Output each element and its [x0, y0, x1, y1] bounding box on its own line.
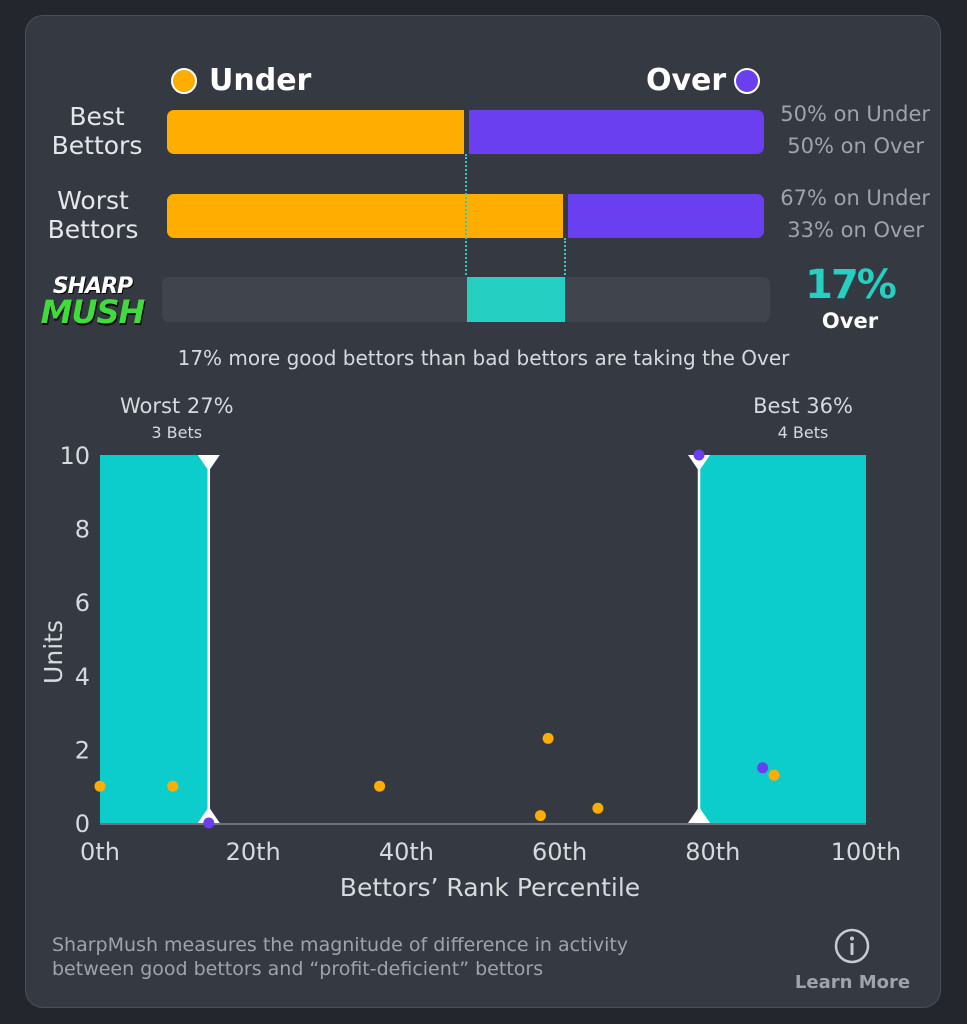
over-point: [757, 762, 769, 774]
y-tick-label: 4: [75, 663, 90, 691]
x-tick-label: 60th: [532, 838, 587, 866]
best-marker-top-head: [688, 455, 711, 471]
y-tick-label: 0: [75, 810, 90, 838]
y-axis-label: Units: [39, 620, 68, 684]
under-point: [534, 810, 546, 822]
data-points: [94, 449, 780, 829]
best-bettors-over-bar: [469, 110, 764, 154]
worst-band-sub: 3 Bets: [151, 423, 202, 442]
under-point: [167, 780, 179, 792]
summary-text: 17% more good bettors than bad bettors a…: [177, 346, 790, 370]
footer-line2: between good bettors and “profit-deficie…: [52, 958, 544, 980]
mush-difference-bar: [467, 277, 565, 322]
sharpmush-logo-line2: MUSH: [40, 293, 146, 331]
mush-track: [162, 277, 770, 322]
best-band: [699, 455, 866, 823]
sharpmush-logo: SHARP MUSH: [30, 274, 155, 331]
mush-value: 17%: [805, 262, 897, 308]
worst-bettors-label: Worst Bettors: [18, 186, 168, 244]
worst-marker-bottom-head: [197, 807, 220, 823]
under-point: [542, 732, 554, 744]
worst-band: [100, 455, 209, 823]
over-point: [693, 449, 705, 461]
best-band-label: Best 36%: [753, 394, 853, 418]
under-point: [374, 780, 386, 792]
footer-description: SharpMush measures the magnitude of diff…: [52, 933, 782, 981]
x-axis-ticks: 0th 20th 40th 60th 80th 100th: [80, 838, 901, 866]
worst-bettors-under-pct: 67% on Under: [780, 186, 930, 210]
rank-percentile-chart: Worst 27% 3 Bets Best 36% 4 Bets 0 2 4 6 8 10…: [39, 394, 901, 902]
worst-bettors-over-pct: 33% on Over: [787, 218, 924, 242]
info-icon: [834, 928, 870, 964]
best-band-sub: 4 Bets: [778, 423, 829, 442]
over-point: [203, 817, 215, 829]
x-tick-label: 20th: [226, 838, 281, 866]
best-bettors-under-pct: 50% on Under: [780, 102, 930, 126]
worst-marker-top-head: [197, 455, 220, 471]
worst-band-label: Worst 27%: [120, 394, 234, 418]
x-tick-label: 0th: [80, 838, 120, 866]
connector-line-left: [465, 154, 467, 322]
best-bettors-label: Best Bettors: [22, 102, 172, 160]
best-bettors-over-pct: 50% on Over: [787, 134, 924, 158]
footer-line1: SharpMush measures the magnitude of diff…: [52, 934, 629, 956]
y-tick-label: 2: [75, 736, 90, 764]
y-tick-label: 10: [59, 442, 90, 470]
mush-direction: Over: [821, 309, 879, 333]
under-point: [94, 780, 106, 792]
x-tick-label: 100th: [831, 838, 901, 866]
learn-more-label: Learn More: [794, 972, 911, 993]
over-legend-dot: [734, 68, 760, 94]
worst-bettors-label-line1: Worst: [57, 186, 129, 215]
best-bettors-under-bar: [167, 110, 464, 154]
over-legend-label: Over: [646, 63, 727, 98]
worst-bettors-over-bar: [568, 194, 764, 238]
under-point: [592, 802, 604, 814]
under-legend-label: Under: [209, 63, 312, 98]
worst-bettors-label-line2: Bettors: [47, 215, 139, 244]
y-tick-label: 8: [75, 516, 90, 544]
learn-more-button[interactable]: Learn More: [790, 928, 915, 998]
under-legend-dot: [171, 68, 197, 94]
y-axis-ticks: 0 2 4 6 8 10: [59, 442, 90, 838]
under-point: [768, 769, 780, 781]
y-tick-label: 6: [75, 589, 90, 617]
x-tick-label: 40th: [379, 838, 434, 866]
marker-heads: [197, 455, 711, 823]
best-bettors-label-line1: Best: [69, 102, 125, 131]
x-tick-label: 80th: [685, 838, 740, 866]
x-axis-label: Bettors’ Rank Percentile: [340, 873, 640, 902]
worst-bettors-under-bar: [167, 194, 563, 238]
best-bettors-label-line2: Bettors: [51, 131, 143, 160]
best-marker-bottom-head: [688, 807, 711, 823]
sharpmush-logo-line1: SHARP: [52, 274, 133, 299]
